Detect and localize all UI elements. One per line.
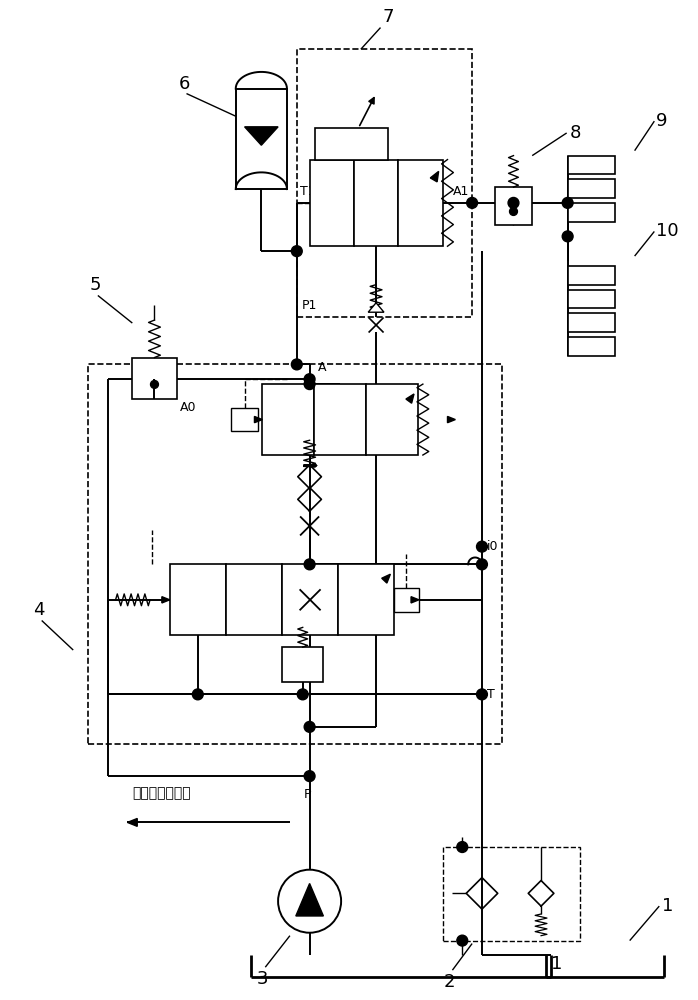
Text: A: A [318,361,326,374]
Bar [315,128,387,160]
Polygon shape [244,127,278,145]
Bar [133,358,177,399]
Circle shape [291,246,302,257]
Polygon shape [369,303,384,312]
Bar [88,364,502,744]
Bar [567,179,615,198]
Bar [443,847,581,941]
Text: 6: 6 [179,75,190,93]
Bar [567,203,615,222]
Circle shape [278,870,341,933]
Bar [170,564,226,635]
Text: 2: 2 [444,973,455,991]
Circle shape [477,689,487,700]
Circle shape [510,208,517,215]
Bar [338,564,394,635]
Text: A0: A0 [179,401,196,414]
Circle shape [477,559,487,570]
Text: 1: 1 [551,955,563,973]
Text: P1: P1 [302,299,317,312]
Circle shape [304,559,315,570]
Polygon shape [406,394,414,403]
Polygon shape [430,171,438,182]
Text: 3: 3 [257,970,268,988]
Polygon shape [447,416,455,423]
Circle shape [304,374,315,385]
Bar [226,564,282,635]
Bar [399,160,443,246]
Text: 4: 4 [33,601,45,619]
Bar [567,266,615,285]
Bar [282,647,323,682]
Circle shape [304,721,315,732]
Bar [567,337,615,356]
Text: 至转向液压系统: 至转向液压系统 [133,786,191,800]
Text: 7: 7 [383,8,394,26]
Bar [366,384,418,455]
Text: 1: 1 [662,897,674,915]
Circle shape [457,935,468,946]
Circle shape [304,379,315,390]
Polygon shape [411,597,419,603]
Text: 9: 9 [656,112,668,130]
Polygon shape [162,597,170,603]
Circle shape [562,197,573,208]
Bar [394,588,419,612]
Bar [354,160,399,246]
Bar [297,49,472,317]
Bar [282,564,338,635]
Circle shape [193,689,203,700]
Text: i0: i0 [487,540,498,553]
Bar [236,89,287,189]
Text: 8: 8 [570,124,581,142]
Bar [495,187,532,225]
Polygon shape [128,818,138,826]
Text: 10: 10 [656,222,679,240]
Circle shape [304,771,315,782]
Circle shape [151,380,158,388]
Circle shape [562,231,573,242]
Circle shape [477,541,487,552]
Bar [314,384,366,455]
Text: 5: 5 [89,276,101,294]
Circle shape [508,197,519,208]
Circle shape [297,689,308,700]
Text: T1: T1 [299,185,315,198]
Bar [567,313,615,332]
Bar [567,156,615,174]
Polygon shape [382,574,390,583]
Bar [231,408,258,431]
Polygon shape [296,883,323,916]
Circle shape [467,197,477,208]
Bar [567,290,615,308]
Circle shape [291,359,302,370]
Polygon shape [255,416,262,423]
Circle shape [457,842,468,852]
Text: A1: A1 [453,185,469,198]
Bar [262,384,314,455]
Bar [310,160,354,246]
Text: P: P [304,788,311,801]
Text: T: T [487,688,495,701]
